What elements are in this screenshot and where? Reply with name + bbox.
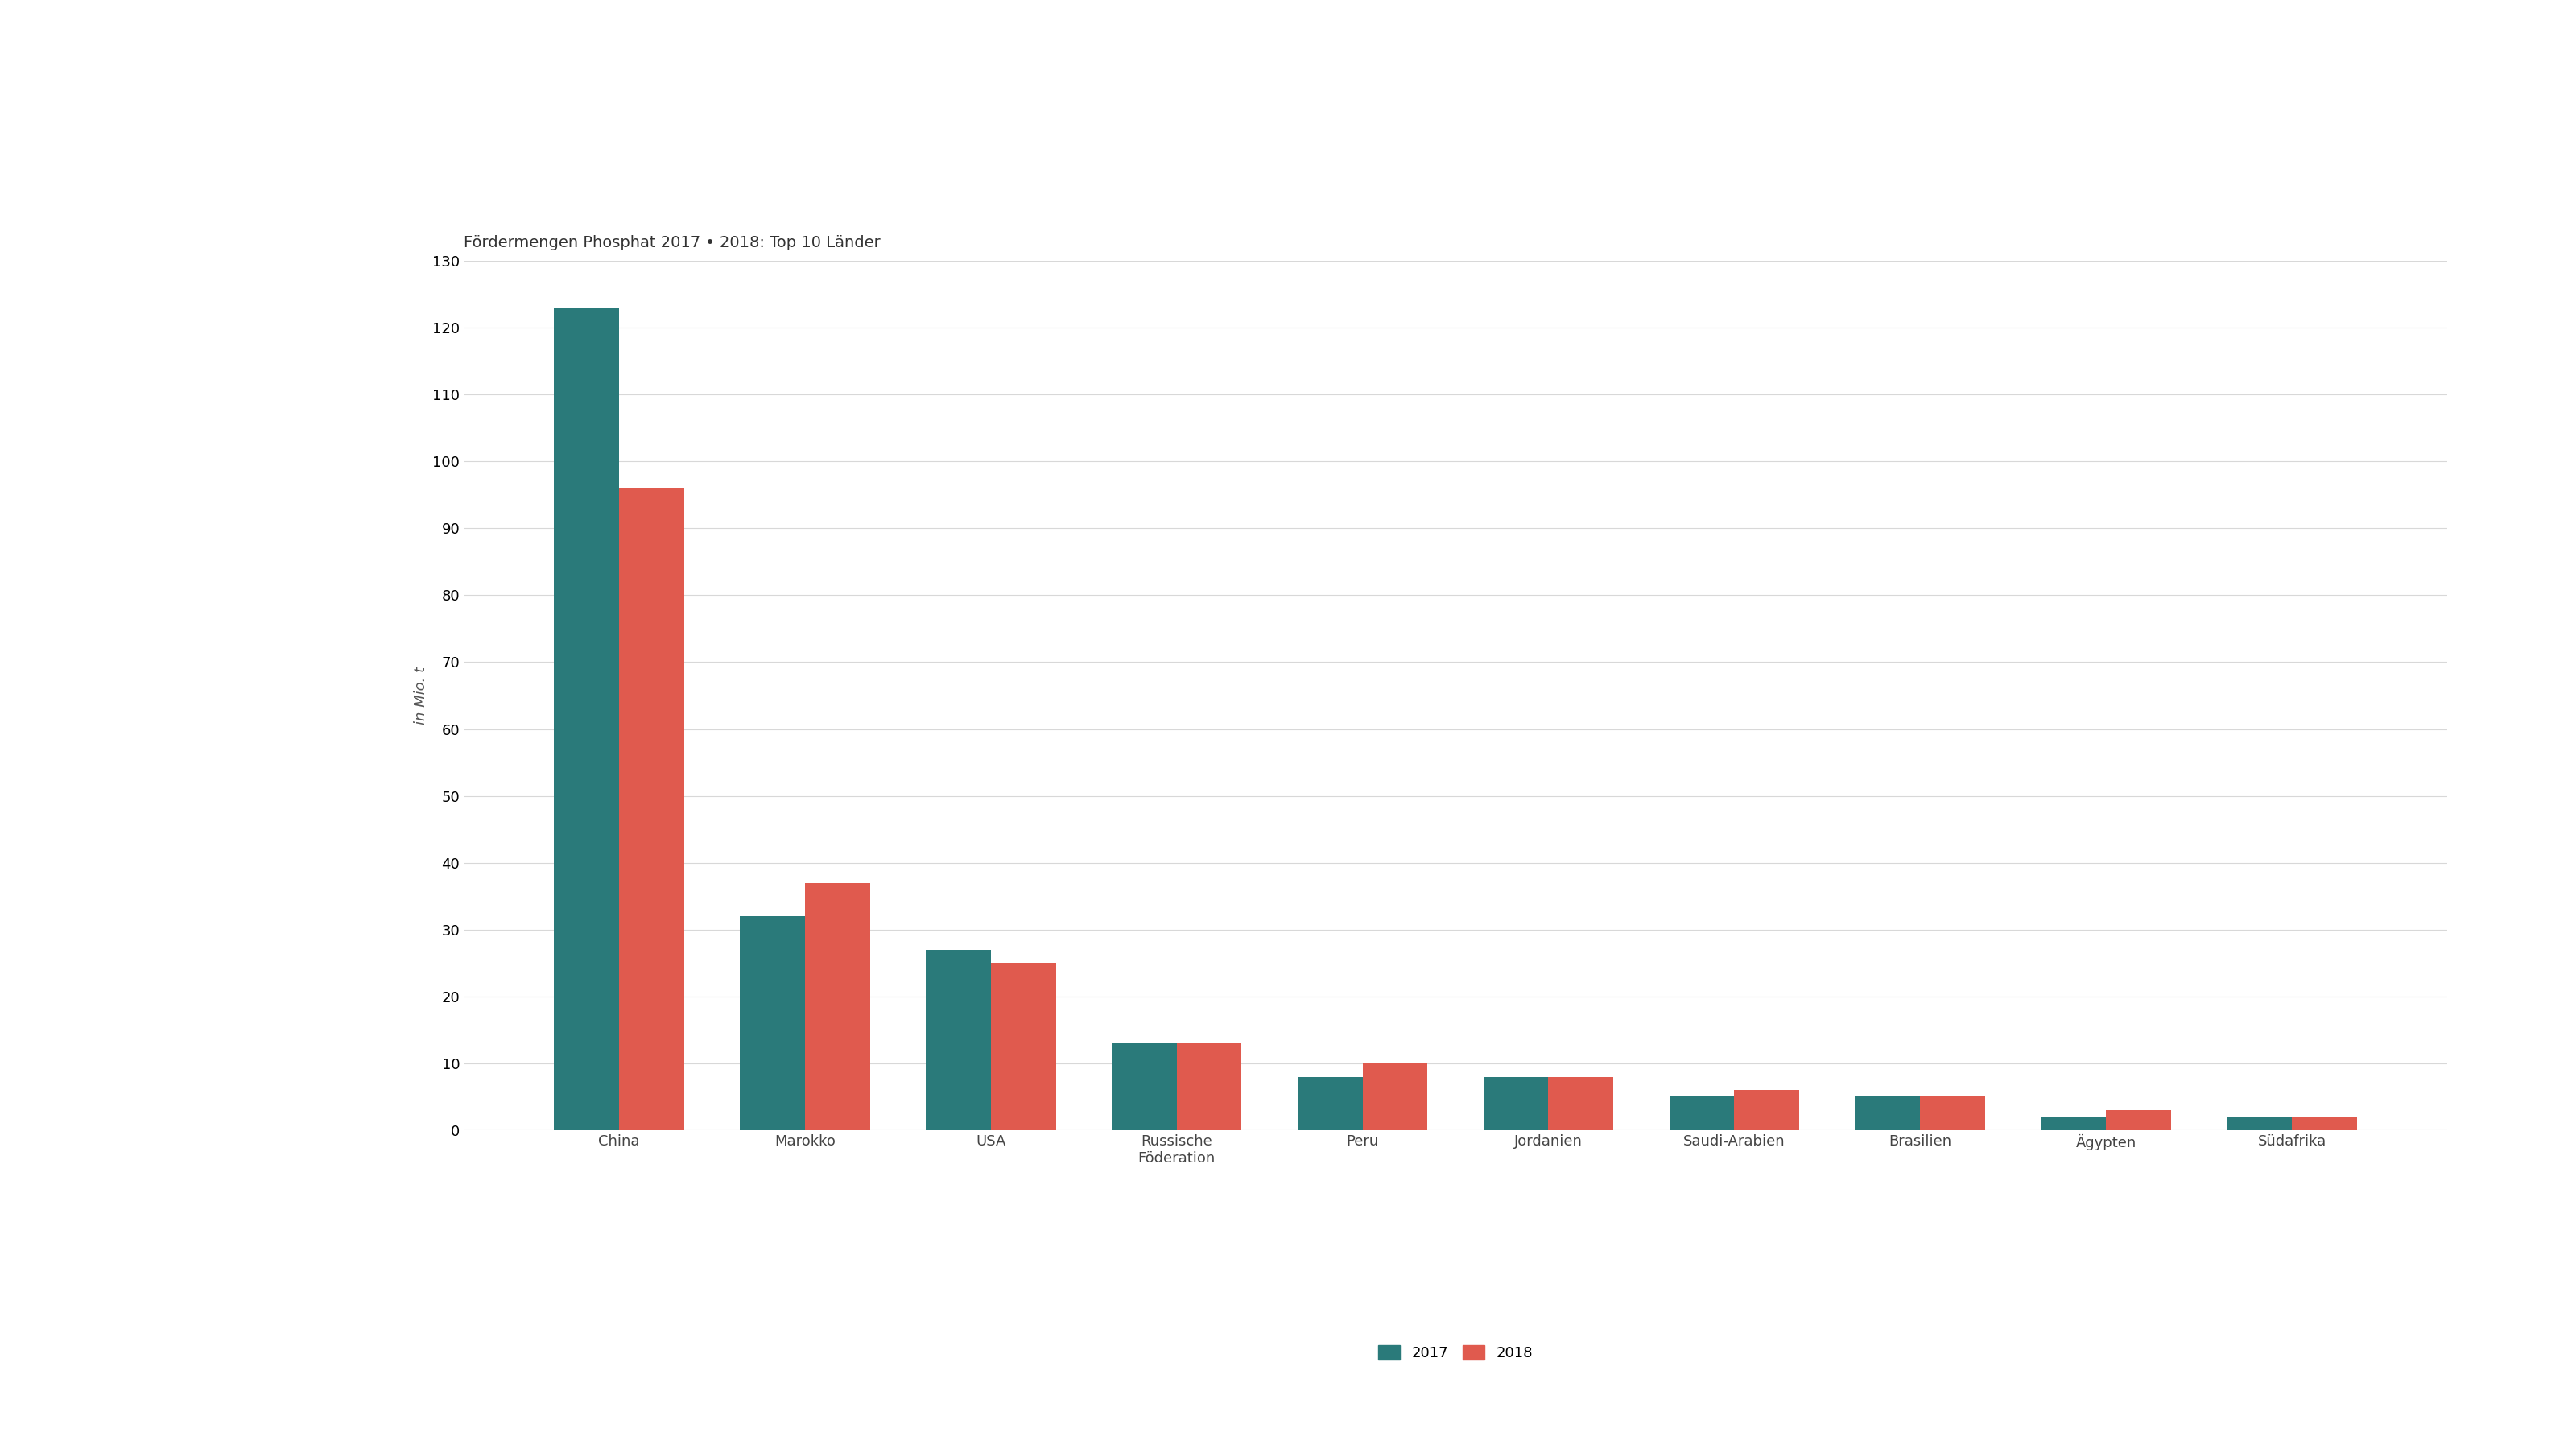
Bar — [618, 488, 685, 1130]
Bar — [2040, 1117, 2107, 1130]
Bar — [2293, 1117, 2357, 1130]
Legend: 2017, 2018: 2017, 2018 — [1373, 1339, 1538, 1366]
Bar — [1110, 1043, 1177, 1130]
Bar — [1919, 1097, 1986, 1130]
Bar — [1669, 1097, 1734, 1130]
Bar — [2107, 1110, 2172, 1130]
Bar — [554, 307, 618, 1130]
Bar — [739, 916, 804, 1130]
Bar — [992, 964, 1056, 1130]
Bar — [1548, 1077, 1613, 1130]
Bar — [1855, 1097, 1919, 1130]
Bar — [925, 949, 992, 1130]
Bar — [1734, 1090, 1801, 1130]
Bar — [1298, 1077, 1363, 1130]
Bar — [2226, 1117, 2293, 1130]
Text: Fördermengen Phosphat 2017 • 2018: Top 10 Länder: Fördermengen Phosphat 2017 • 2018: Top 1… — [464, 235, 881, 251]
Bar — [1484, 1077, 1548, 1130]
Bar — [1363, 1064, 1427, 1130]
Bar — [1177, 1043, 1242, 1130]
Bar — [804, 882, 871, 1130]
Y-axis label: in Mio. t: in Mio. t — [415, 667, 428, 724]
